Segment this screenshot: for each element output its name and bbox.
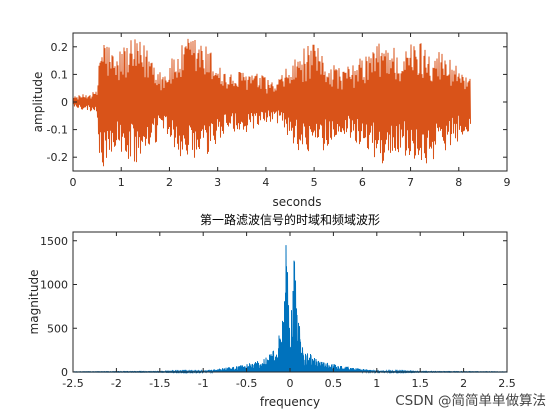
freq-x-tick-label: 0	[287, 377, 294, 390]
frequency-domain-ylabel: magnitude	[27, 270, 41, 335]
time-x-tick-label: 9	[504, 176, 511, 189]
freq-y-tick-label: 1500	[40, 235, 68, 248]
time-domain-ylabel: amplitude	[31, 72, 45, 133]
time-domain-xlabel: seconds	[272, 195, 321, 209]
freq-x-tick-label: 1	[373, 377, 380, 390]
time-domain-waveform-line	[72, 38, 471, 167]
time-y-tick-label: -0.1	[47, 124, 68, 137]
freq-y-tick-label: 500	[47, 322, 68, 335]
freq-x-tick-label: -2.5	[62, 377, 83, 390]
time-x-tick-label: 2	[166, 176, 173, 189]
watermark: CSDN @简简单单做算法	[395, 392, 546, 409]
freq-x-tick-label: 2	[460, 377, 467, 390]
frequency-domain-title: 第一路滤波信号的时域和频域波形	[200, 212, 380, 227]
freq-y-tick-label: 0	[61, 366, 68, 379]
time-y-tick-label: 0	[61, 96, 68, 109]
frequency-domain-axes: 第一路滤波信号的时域和频域波形 -2.5 -2 -1.5 -1 -0.5 0 0.5 1 1.5…	[27, 212, 516, 409]
time-domain-signal	[72, 38, 471, 167]
time-x-tick-label: 0	[70, 176, 77, 189]
freq-x-tick-label: -1	[198, 377, 209, 390]
time-y-tick-label: 0.1	[51, 68, 69, 81]
time-domain-ticks: 0 1 2 3 4 5 6 7 8 9 0.2 0.1 0 -0.1 -0.2	[47, 33, 511, 189]
freq-x-tick-label: 1.5	[411, 377, 429, 390]
time-x-tick-label: 4	[262, 176, 269, 189]
time-y-tick-label: -0.2	[47, 151, 68, 164]
time-y-tick-label: 0.2	[51, 41, 69, 54]
time-x-tick-label: 8	[455, 176, 462, 189]
time-domain-axes: 0 1 2 3 4 5 6 7 8 9 0.2 0.1 0 -0.1 -0.2 seconds amplit…	[31, 32, 511, 209]
freq-x-tick-label: -0.5	[236, 377, 257, 390]
time-x-tick-label: 3	[214, 176, 221, 189]
time-x-tick-label: 7	[407, 176, 414, 189]
time-x-tick-label: 6	[359, 176, 366, 189]
freq-x-tick-label: 0.5	[325, 377, 343, 390]
time-x-tick-label: 5	[311, 176, 318, 189]
frequency-domain-ticks: -2.5 -2 -1.5 -1 -0.5 0 0.5 1 1.5 2 2.5 1500 1000 500 0	[40, 232, 516, 390]
freq-y-tick-label: 1000	[40, 279, 68, 292]
freq-x-tick-label: -1.5	[149, 377, 170, 390]
freq-x-tick-label: 2.5	[498, 377, 516, 390]
frequency-domain-xlabel: frequency	[260, 395, 320, 409]
freq-x-tick-label: -2	[111, 377, 122, 390]
time-x-tick-label: 1	[118, 176, 125, 189]
